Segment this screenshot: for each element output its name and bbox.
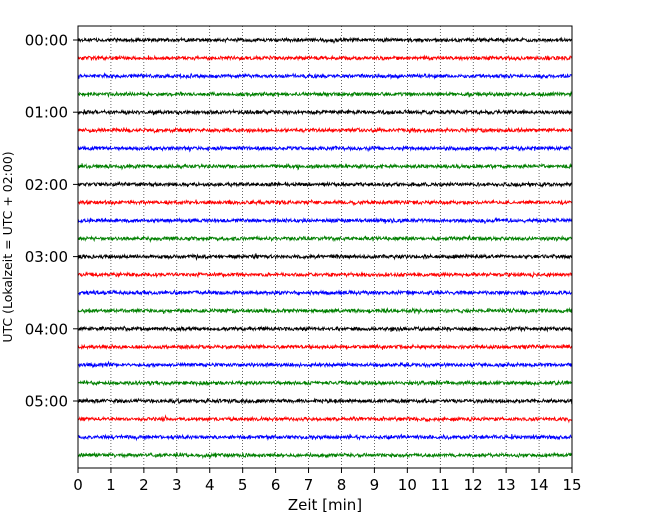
x-tick-label: 15 (562, 476, 581, 494)
y-axis-label: UTC (Lokalzeit = UTC + 02:00) (0, 151, 15, 342)
trace-0000 (77, 36, 573, 44)
trace-0330 (77, 288, 573, 297)
trace-0300 (77, 253, 573, 261)
x-tick-label: 8 (337, 476, 347, 494)
x-axis-ticks: 0 1 2 3 4 5 6 7 8 9 10 11 12 13 14 15 (73, 468, 582, 494)
x-tick-label: 7 (304, 476, 314, 494)
trace-0030 (77, 72, 573, 80)
x-tick-label: 6 (271, 476, 281, 494)
x-tick-label: 1 (106, 476, 116, 494)
trace-0200 (77, 180, 573, 188)
x-tick-label: 5 (238, 476, 248, 494)
trace-0045 (77, 90, 573, 98)
x-tick-label: 14 (530, 476, 549, 494)
x-tick-label: 0 (73, 476, 83, 494)
trace-0230 (77, 216, 573, 224)
trace-0130 (77, 144, 573, 153)
trace-0500 (77, 397, 573, 405)
x-tick-label: 3 (172, 476, 182, 494)
trace-0245 (77, 234, 573, 243)
y-tick-label: 01:00 (25, 104, 68, 122)
trace-0100 (77, 108, 573, 116)
trace-0215 (77, 198, 573, 207)
x-axis-label: Zeit [min] (288, 496, 362, 514)
y-tick-label: 03:00 (25, 248, 68, 266)
trace-0545 (77, 451, 573, 460)
x-tick-label: 11 (431, 476, 450, 494)
trace-0515 (77, 414, 573, 424)
x-tick-label: 10 (398, 476, 417, 494)
trace-0015 (77, 54, 573, 62)
trace-0430 (77, 360, 573, 369)
y-tick-label: 05:00 (25, 393, 68, 411)
x-tick-label: 13 (497, 476, 516, 494)
plot-frame (77, 25, 573, 469)
trace-0345 (77, 306, 573, 316)
trace-0415 (77, 343, 573, 351)
x-tick-label: 12 (464, 476, 483, 494)
x-tick-label: 4 (205, 476, 215, 494)
trace-0315 (77, 270, 573, 279)
y-axis-ticks: 00:00 01:00 02:00 03:00 04:00 05:00 (25, 32, 78, 411)
trace-0530 (77, 433, 573, 442)
trace-0445 (77, 379, 573, 387)
trace-layer (77, 36, 573, 460)
y-tick-label: 02:00 (25, 176, 68, 194)
trace-0145 (77, 162, 573, 171)
x-tick-label: 9 (370, 476, 380, 494)
trace-0400 (77, 325, 573, 333)
y-tick-label: 04:00 (25, 320, 68, 338)
x-tick-label: 2 (139, 476, 149, 494)
y-tick-label: 00:00 (25, 32, 68, 50)
trace-0115 (77, 126, 573, 135)
